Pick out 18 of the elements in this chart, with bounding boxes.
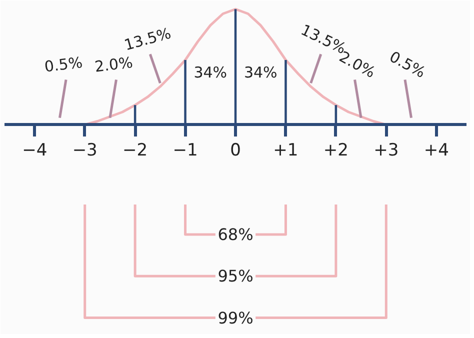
x-tick-label: −3 bbox=[72, 140, 98, 161]
annotation: 2.0% bbox=[94, 53, 134, 76]
annotation: 13.5% bbox=[122, 24, 173, 54]
x-tick-label: +1 bbox=[273, 140, 298, 161]
x-tick-label: +2 bbox=[323, 140, 348, 161]
x-tick-label: +3 bbox=[374, 140, 399, 161]
x-tick-label: −2 bbox=[122, 140, 148, 161]
text: 95% bbox=[218, 266, 254, 286]
annotation: 34% bbox=[194, 64, 228, 82]
x-tick-label: +4 bbox=[424, 140, 449, 161]
annotation: 34% bbox=[244, 64, 278, 82]
x-tick-label: −4 bbox=[22, 140, 48, 161]
x-tick-label: −1 bbox=[172, 140, 198, 161]
text: 68% bbox=[218, 225, 254, 244]
text: 99% bbox=[218, 308, 254, 328]
annotation: 0.5% bbox=[44, 53, 84, 76]
x-tick-label: 0 bbox=[230, 140, 241, 161]
annotation: 0.5% bbox=[386, 48, 429, 82]
